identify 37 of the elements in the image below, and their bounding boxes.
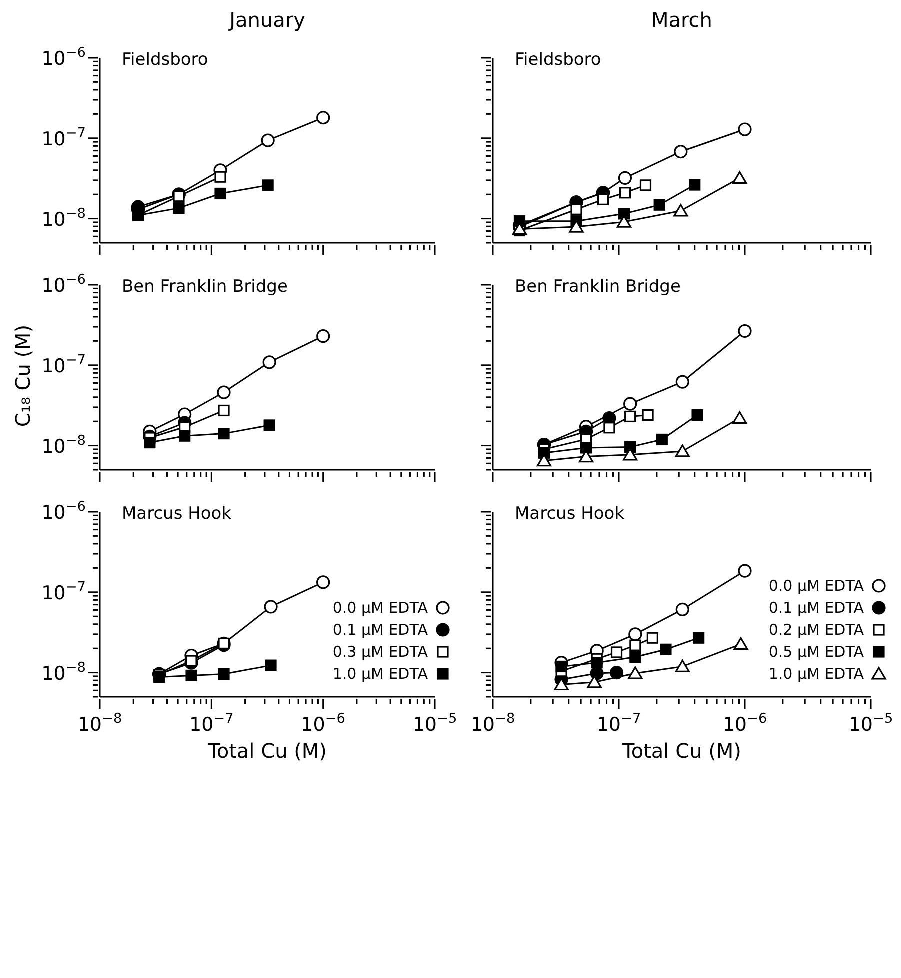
y-tick-label: 10$^{−8}$: [42, 432, 86, 458]
legend-label: 1.0 μM EDTA: [332, 665, 428, 683]
chart-title: Marcus Hook: [122, 504, 232, 524]
x-tick-label: 10$^{−6}$: [301, 711, 346, 736]
legend-label: 0.0 μM EDTA: [768, 577, 864, 595]
legend-label: 0.3 μM EDTA: [332, 643, 428, 661]
y-tick-label: 10$^{−7}$: [42, 579, 86, 604]
legend-label: 0.1 μM EDTA: [332, 621, 428, 639]
x-tick-label: 10$^{−6}$: [722, 711, 768, 736]
legend-label: 1.0 μM EDTA: [768, 665, 864, 683]
legend-label: 0.5 μM EDTA: [768, 643, 864, 661]
chart-title: Ben Franklin Bridge: [515, 277, 681, 297]
x-tick-label: 10$^{−5}$: [848, 711, 894, 736]
legend-label: 0.1 μM EDTA: [768, 599, 864, 617]
chart-title: Fieldsboro: [515, 50, 602, 70]
chart-title: Fieldsboro: [122, 50, 208, 70]
y-tick-label: 10$^{−8}$: [42, 660, 86, 685]
x-axis-title: Total Cu (M): [622, 739, 742, 763]
y-tick-label: 10$^{−6}$: [42, 45, 86, 70]
y-tick-label: 10$^{−6}$: [42, 499, 86, 524]
x-tick-label: 10$^{−8}$: [470, 711, 516, 736]
x-axis-title: Total Cu (M): [207, 739, 328, 763]
x-tick-label: 10$^{−7}$: [596, 711, 642, 736]
y-tick-label: 10$^{−7}$: [42, 352, 86, 378]
x-tick-label: 10$^{−5}$: [412, 711, 458, 736]
chart-title: Marcus Hook: [515, 504, 625, 524]
legend-label: 0.2 μM EDTA: [768, 621, 864, 639]
x-tick-label: 10$^{−7}$: [189, 711, 234, 736]
y-tick-label: 10$^{−6}$: [42, 272, 86, 297]
legend-label: 0.0 μM EDTA: [332, 599, 428, 617]
text: March: [650, 8, 714, 34]
y-axis-title: C₁₈ Cu (M): [11, 324, 35, 427]
text: January: [228, 8, 306, 34]
y-tick-label: 10$^{−7}$: [42, 125, 86, 150]
y-tick-label: 10$^{−8}$: [42, 206, 86, 231]
chart-title: Ben Franklin Bridge: [122, 277, 288, 297]
x-tick-label: 10$^{−8}$: [78, 711, 122, 736]
